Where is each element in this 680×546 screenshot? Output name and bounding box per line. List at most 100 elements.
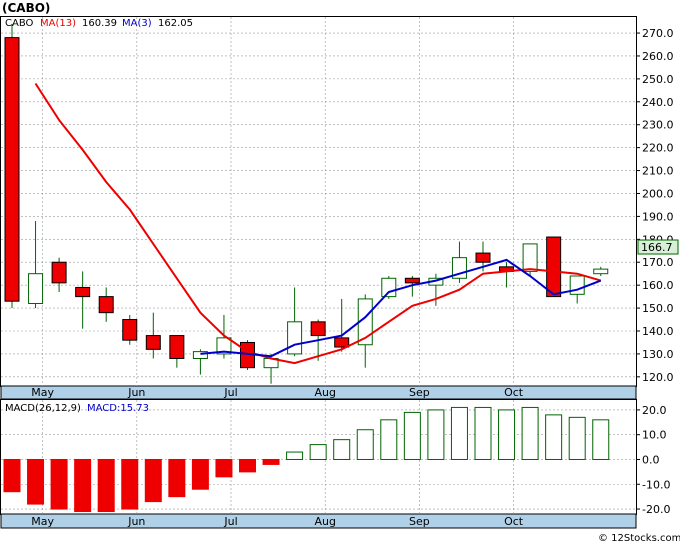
macd-bar: [380, 419, 398, 460]
candle: [169, 335, 185, 368]
macd-bar: [333, 439, 351, 460]
candle: [98, 287, 114, 322]
macd-bar: [168, 458, 186, 498]
macd-bar: [521, 406, 539, 460]
macd-bar: [27, 458, 45, 505]
price-y-tick-label: 270.0: [642, 27, 674, 40]
price-y-tick-label: 210.0: [642, 165, 674, 178]
macd-xaxis-band: [0, 513, 637, 529]
macd-bar: [450, 406, 468, 460]
macd-y-tick-label: 0.0: [642, 453, 660, 466]
candle-body: [546, 236, 562, 298]
price-y-tick-label: 250.0: [642, 73, 674, 86]
macd-bar: [356, 429, 374, 460]
candle-body: [51, 261, 67, 284]
ma13-line: [34, 82, 602, 365]
price-x-month-label: Jun: [127, 386, 145, 399]
candle-body: [334, 337, 350, 348]
macd-bar: [74, 458, 92, 513]
candle-body: [475, 252, 491, 263]
macd-legend-label: MACD(26,12,9): [5, 403, 81, 414]
macd-y-axis: -20.0 -10.0 0.0 10.0 20.0: [636, 404, 670, 516]
candle-body: [216, 337, 232, 355]
candle-body: [122, 319, 138, 341]
candle-body: [145, 335, 161, 350]
macd-x-month-label: Jun: [127, 515, 145, 528]
candles: [4, 23, 609, 384]
price-x-month-label: Aug: [314, 386, 335, 399]
legend-ma13-value: 160.39: [82, 18, 117, 29]
candle: [522, 243, 538, 276]
candle: [75, 271, 91, 329]
grid-lines: [1, 17, 636, 514]
macd-bars: [3, 406, 610, 513]
candle-body: [381, 277, 397, 298]
price-x-month-label: Sep: [409, 386, 430, 399]
macd-x-month-label: Sep: [409, 515, 430, 528]
candle: [28, 220, 44, 309]
macd-bar: [97, 458, 115, 513]
candle-body: [404, 277, 420, 284]
candle-body: [287, 321, 303, 355]
macd-x-month-label: May: [31, 515, 54, 528]
candle: [334, 298, 350, 352]
price-y-tick-label: 120.0: [642, 371, 674, 384]
price-y-tick-label: 230.0: [642, 119, 674, 132]
macd-bar: [592, 419, 610, 460]
macd-x-month-label: Oct: [504, 515, 524, 528]
legend-ma3-value: 162.05: [158, 18, 193, 29]
moving-averages: [34, 82, 602, 365]
macd-bar: [309, 444, 327, 460]
macd-y-tick-label: -20.0: [642, 503, 670, 516]
candle: [4, 23, 20, 309]
candle: [404, 275, 420, 297]
price-y-tick-label: 200.0: [642, 187, 674, 200]
candle-body: [522, 243, 538, 272]
price-y-tick-label: 130.0: [642, 348, 674, 361]
price-y-tick-label: 240.0: [642, 96, 674, 109]
last-price-tag: 166.7: [641, 241, 673, 254]
macd-x-month-label: Aug: [314, 515, 335, 528]
macd-bar: [121, 458, 139, 510]
candle-body: [28, 273, 44, 304]
macd-bar: [144, 458, 162, 503]
macd-bar: [262, 458, 280, 465]
candle: [122, 314, 138, 345]
price-y-tick-label: 140.0: [642, 325, 674, 338]
candle: [357, 294, 373, 368]
legend-symbol: CABO: [5, 18, 34, 29]
price-x-month-label: Jul: [223, 386, 237, 399]
x-axis-months: May May Jun Jun Jul Jul Aug Aug Sep Sep Oct Oct: [31, 386, 524, 528]
macd-y-tick-label: 10.0: [642, 429, 667, 442]
macd-bar: [427, 409, 445, 460]
ma3-line: [200, 258, 602, 358]
legend-ma13-label: MA(13): [40, 18, 76, 29]
price-y-tick-label: 160.0: [642, 279, 674, 292]
macd-bar: [568, 416, 586, 460]
macd-bar: [286, 451, 304, 460]
candle-body: [169, 335, 185, 359]
macd-legend-value: MACD:15.73: [87, 403, 149, 414]
candle: [546, 236, 562, 298]
candle: [51, 257, 67, 293]
macd-bar: [191, 458, 209, 490]
price-y-tick-label: 260.0: [642, 50, 674, 63]
candle: [593, 266, 609, 276]
last-price-tag-bg: [637, 239, 679, 255]
candle: [145, 312, 161, 359]
macd-bar: [403, 411, 421, 460]
macd-bar: [3, 458, 21, 493]
candle-body: [4, 37, 20, 302]
price-y-tick-label: 220.0: [642, 142, 674, 155]
macd-bar: [239, 458, 256, 473]
macd-y-tick-label: -10.0: [642, 478, 670, 491]
macd-bar: [545, 414, 563, 460]
macd-y-tick-label: 20.0: [642, 404, 667, 417]
macd-bar: [215, 458, 233, 478]
chart-title: (CABO): [2, 1, 50, 15]
price-x-month-label: Oct: [504, 386, 524, 399]
candle-body: [310, 321, 326, 337]
price-x-month-label: May: [31, 386, 54, 399]
candle-body: [75, 286, 91, 298]
